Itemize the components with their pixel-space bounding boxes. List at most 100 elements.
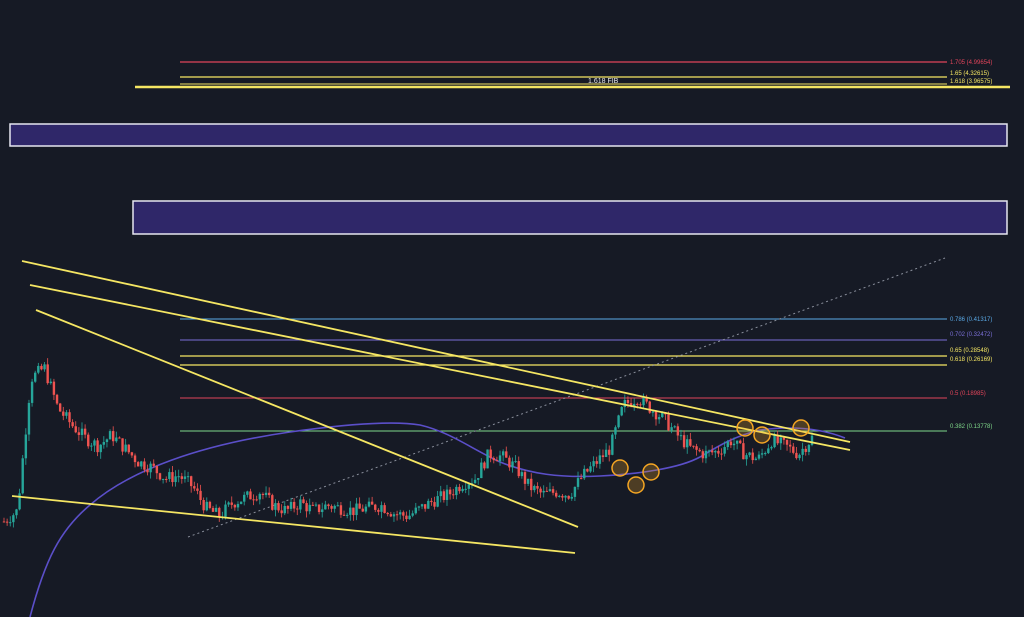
candle-body[interactable] — [74, 426, 77, 433]
candle-body[interactable] — [111, 431, 115, 442]
candle-body[interactable] — [27, 402, 31, 435]
candle-body[interactable] — [121, 438, 124, 452]
candle-body[interactable] — [595, 461, 598, 464]
candle-body[interactable] — [554, 492, 558, 497]
candle-body[interactable] — [445, 489, 449, 500]
candle-body[interactable] — [629, 403, 633, 407]
candle-body[interactable] — [489, 449, 492, 459]
candle-body[interactable] — [760, 453, 764, 455]
candle-body[interactable] — [545, 490, 549, 492]
trendline-support[interactable] — [11, 495, 576, 554]
candle-body[interactable] — [792, 446, 795, 453]
touch-marker[interactable] — [627, 476, 645, 494]
touch-marker[interactable] — [792, 419, 810, 437]
candle-body[interactable] — [177, 476, 180, 478]
candle-body[interactable] — [767, 448, 770, 454]
candle-body[interactable] — [505, 451, 508, 458]
candle-body[interactable] — [686, 439, 689, 448]
candle-body[interactable] — [735, 440, 739, 444]
candle-body[interactable] — [2, 521, 6, 523]
candle-body[interactable] — [526, 478, 530, 484]
candle-body[interactable] — [40, 365, 43, 370]
candle-body[interactable] — [611, 434, 614, 455]
candle-body[interactable] — [561, 495, 564, 498]
candle-body[interactable] — [236, 503, 240, 508]
candle-body[interactable] — [430, 500, 433, 503]
candle-body[interactable] — [623, 399, 627, 408]
candle-body[interactable] — [317, 504, 321, 513]
candle-body[interactable] — [601, 455, 605, 458]
candle-body[interactable] — [339, 505, 343, 515]
candle-body[interactable] — [742, 443, 745, 460]
candle-body[interactable] — [324, 504, 327, 510]
candle-body[interactable] — [199, 490, 202, 500]
candle-body[interactable] — [12, 515, 15, 523]
candle-body[interactable] — [517, 461, 520, 477]
candle-body[interactable] — [342, 514, 346, 516]
candle-body[interactable] — [589, 466, 592, 472]
candle-body[interactable] — [261, 493, 265, 495]
candle-body[interactable] — [333, 505, 336, 509]
candle-body[interactable] — [30, 381, 34, 403]
candle-body[interactable] — [614, 427, 617, 435]
candle-body[interactable] — [386, 512, 389, 515]
candle-body[interactable] — [149, 463, 152, 473]
touch-marker[interactable] — [753, 426, 771, 444]
candle-body[interactable] — [296, 508, 299, 510]
candle-body[interactable] — [83, 428, 87, 435]
candle-body[interactable] — [420, 504, 424, 507]
candle-body[interactable] — [523, 472, 527, 484]
candle-body[interactable] — [604, 449, 608, 458]
candle-body[interactable] — [586, 468, 589, 472]
candle-body[interactable] — [511, 461, 514, 468]
candle-body[interactable] — [807, 444, 811, 452]
candle-body[interactable] — [395, 514, 399, 516]
candle-body[interactable] — [364, 506, 368, 512]
candle-body[interactable] — [383, 505, 386, 513]
candle-body[interactable] — [227, 502, 230, 505]
candle-body[interactable] — [698, 449, 701, 452]
candle-body[interactable] — [667, 414, 670, 431]
candle-body[interactable] — [62, 411, 65, 416]
candle-body[interactable] — [436, 496, 439, 507]
candle-body[interactable] — [367, 501, 371, 507]
candle-body[interactable] — [321, 509, 324, 513]
candle-body[interactable] — [377, 509, 380, 512]
candle-body[interactable] — [274, 503, 277, 510]
candle-body[interactable] — [370, 501, 374, 505]
candle-body[interactable] — [598, 455, 602, 464]
candle-body[interactable] — [770, 447, 773, 449]
touch-marker[interactable] — [611, 459, 629, 477]
candle-body[interactable] — [299, 499, 302, 510]
candle-body[interactable] — [18, 493, 21, 510]
trendline-upper[interactable] — [21, 260, 851, 443]
candle-body[interactable] — [24, 434, 28, 459]
candle-body[interactable] — [564, 495, 567, 498]
candle-body[interactable] — [43, 364, 46, 370]
candle-body[interactable] — [165, 478, 168, 480]
candle-body[interactable] — [573, 486, 577, 497]
candle-body[interactable] — [389, 514, 393, 517]
candle-body[interactable] — [105, 439, 109, 443]
candle-body[interactable] — [99, 444, 102, 453]
candle-body[interactable] — [748, 452, 751, 456]
candle-body[interactable] — [183, 476, 187, 479]
candle-body[interactable] — [243, 494, 246, 502]
candle-body[interactable] — [361, 508, 364, 512]
candle-body[interactable] — [158, 473, 162, 480]
candle-body[interactable] — [467, 484, 471, 489]
candle-body[interactable] — [258, 493, 262, 500]
candle-body[interactable] — [52, 381, 56, 395]
candle-body[interactable] — [358, 503, 361, 509]
candle-body[interactable] — [651, 411, 655, 413]
candle-body[interactable] — [676, 426, 680, 436]
candle-body[interactable] — [255, 499, 258, 501]
candle-body[interactable] — [501, 451, 505, 456]
candle-body[interactable] — [239, 501, 243, 504]
candle-body[interactable] — [764, 453, 767, 455]
candle-body[interactable] — [267, 492, 271, 496]
candle-body[interactable] — [127, 444, 130, 453]
candle-body[interactable] — [408, 515, 411, 520]
candle-body[interactable] — [492, 458, 495, 461]
candle-body[interactable] — [161, 478, 165, 480]
